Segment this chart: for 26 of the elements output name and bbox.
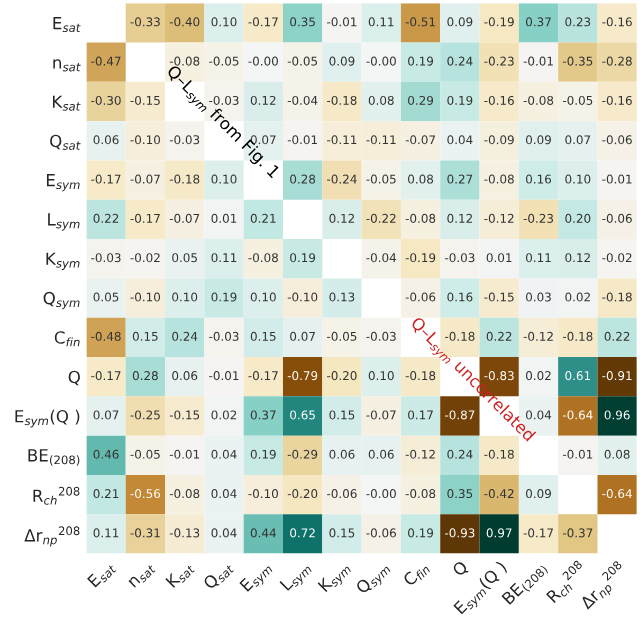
y-tick-label: Q$_{sym}$ [43,291,80,310]
x-tick-label: Q [451,560,470,579]
y-tick-label: Δr$_{np}$$^{208}$ [24,526,80,547]
x-tick-label: Q$_{sat}$ [202,559,235,592]
x-tick-label: K$_{sat}$ [165,559,196,590]
y-tick-label: C$_{fin}$ [54,331,80,347]
y-tick-label: BE$_{(208)}$ [28,449,80,466]
x-tick-label: C$_{fin}$ [402,560,431,589]
y-tick-label: K$_{sat}$ [52,95,81,111]
x-tick-label: E$_{sym}$ [239,560,275,596]
x-tick-label: n$_{sat}$ [128,561,157,590]
y-tick-label: E$_{sym}$ [46,174,80,192]
y-tick-label: L$_{sym}$ [48,213,80,231]
y-tick-label: n$_{sat}$ [53,59,81,72]
x-tick-label: R$_{ch}$$^{208}$ [546,559,583,603]
y-tick-label: E$_{sym}$(Q ) [15,409,80,428]
y-tick-label: K$_{sym}$ [46,252,80,270]
x-tick-label: Q$_{sym}$ [354,560,393,598]
y-tick-label: R$_{ch}$$^{208}$ [33,486,80,505]
y-tick-label: E$_{sat}$ [53,17,81,33]
y-tick-label: Q$_{sat}$ [50,134,81,150]
y-tick-label: Q [68,370,80,386]
x-tick-label: Δr$_{np}$$^{208}$ [579,560,623,610]
x-tick-label: K$_{sym}$ [317,560,354,596]
x-tick-label: L$_{sym}$ [279,560,314,595]
x-tick-label: E$_{sat}$ [87,559,117,590]
